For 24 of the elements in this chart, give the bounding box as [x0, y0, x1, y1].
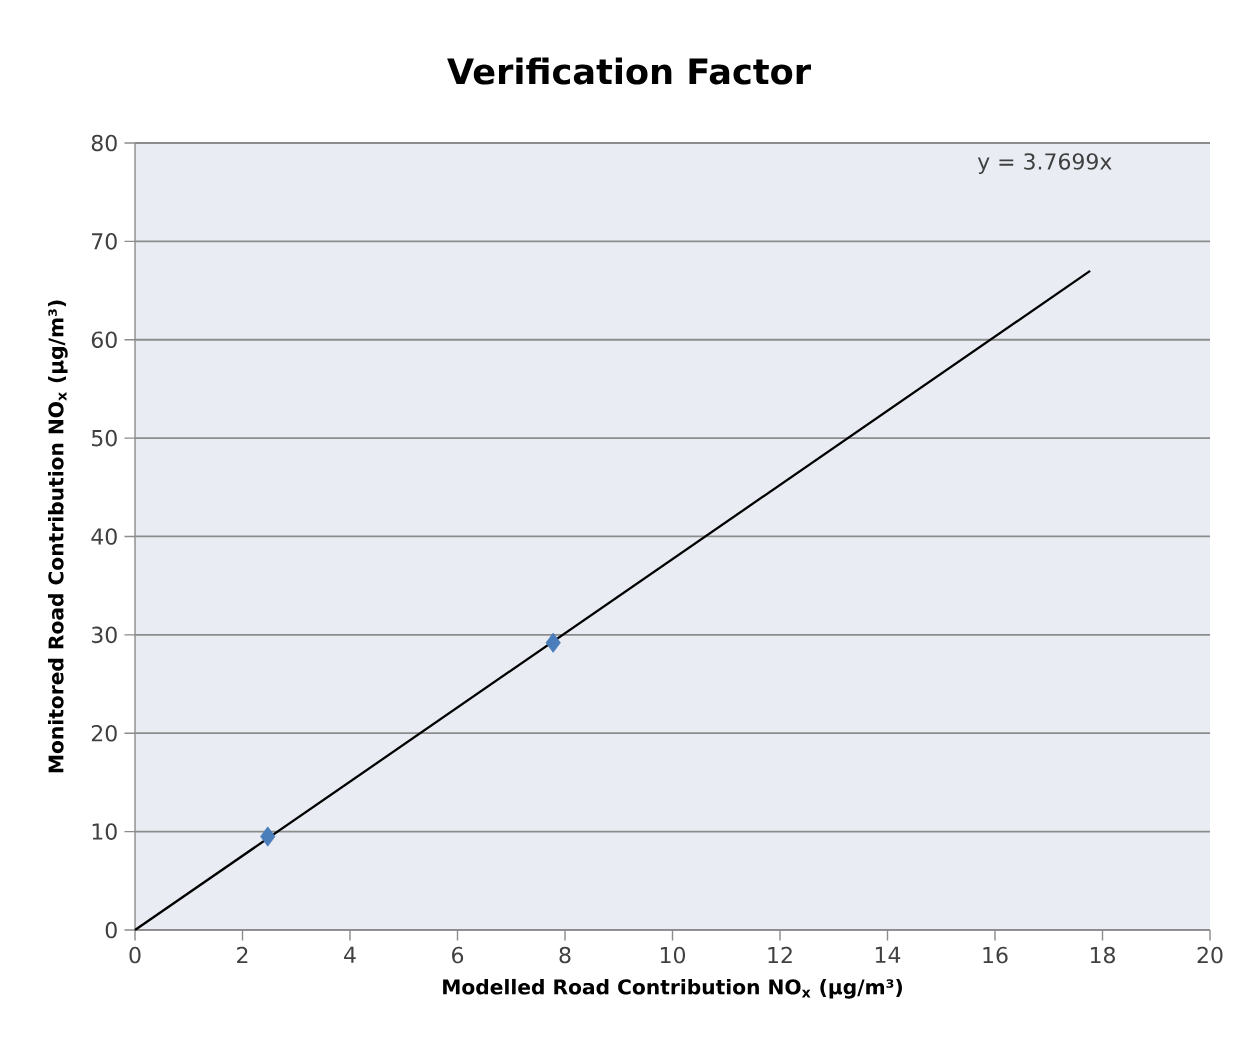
x-tick-label: 16 [983, 946, 1008, 964]
x-axis-title: Modelled Road Contribution NO$_{x}$ (µg/m³) [443, 978, 902, 999]
x-tick-label: 14 [875, 946, 901, 963]
x-tick-label: 12 [768, 946, 792, 964]
y-tick-label: 50 [91, 429, 117, 447]
x-tick-label: 2 [237, 946, 248, 964]
y-tick-label: 10 [92, 823, 117, 840]
chart-title: Verification Factor [447, 57, 811, 85]
y-tick-label: 0 [105, 921, 117, 939]
y-tick-label: 60 [91, 331, 117, 349]
x-tick-label: 6 [452, 946, 464, 964]
y-axis-title: Monitored Road Contribution NO$_{x}$ (µg/m³) [47, 300, 68, 773]
y-tick-label: 40 [91, 528, 117, 545]
y-tick-label: 80 [91, 134, 117, 152]
x-tick-label: 0 [129, 946, 141, 964]
y-tick-label: 70 [92, 233, 117, 250]
x-tick-label: 20 [1197, 946, 1223, 964]
x-tick-label: 10 [660, 946, 686, 964]
annotation: y = 3.7699x [977, 153, 1112, 175]
y-tick-label: 20 [91, 724, 117, 742]
y-tick-label: 30 [91, 626, 117, 644]
x-tick-label: 18 [1090, 946, 1115, 964]
x-tick-label: 4 [344, 946, 356, 963]
x-tick-label: 8 [559, 946, 571, 964]
